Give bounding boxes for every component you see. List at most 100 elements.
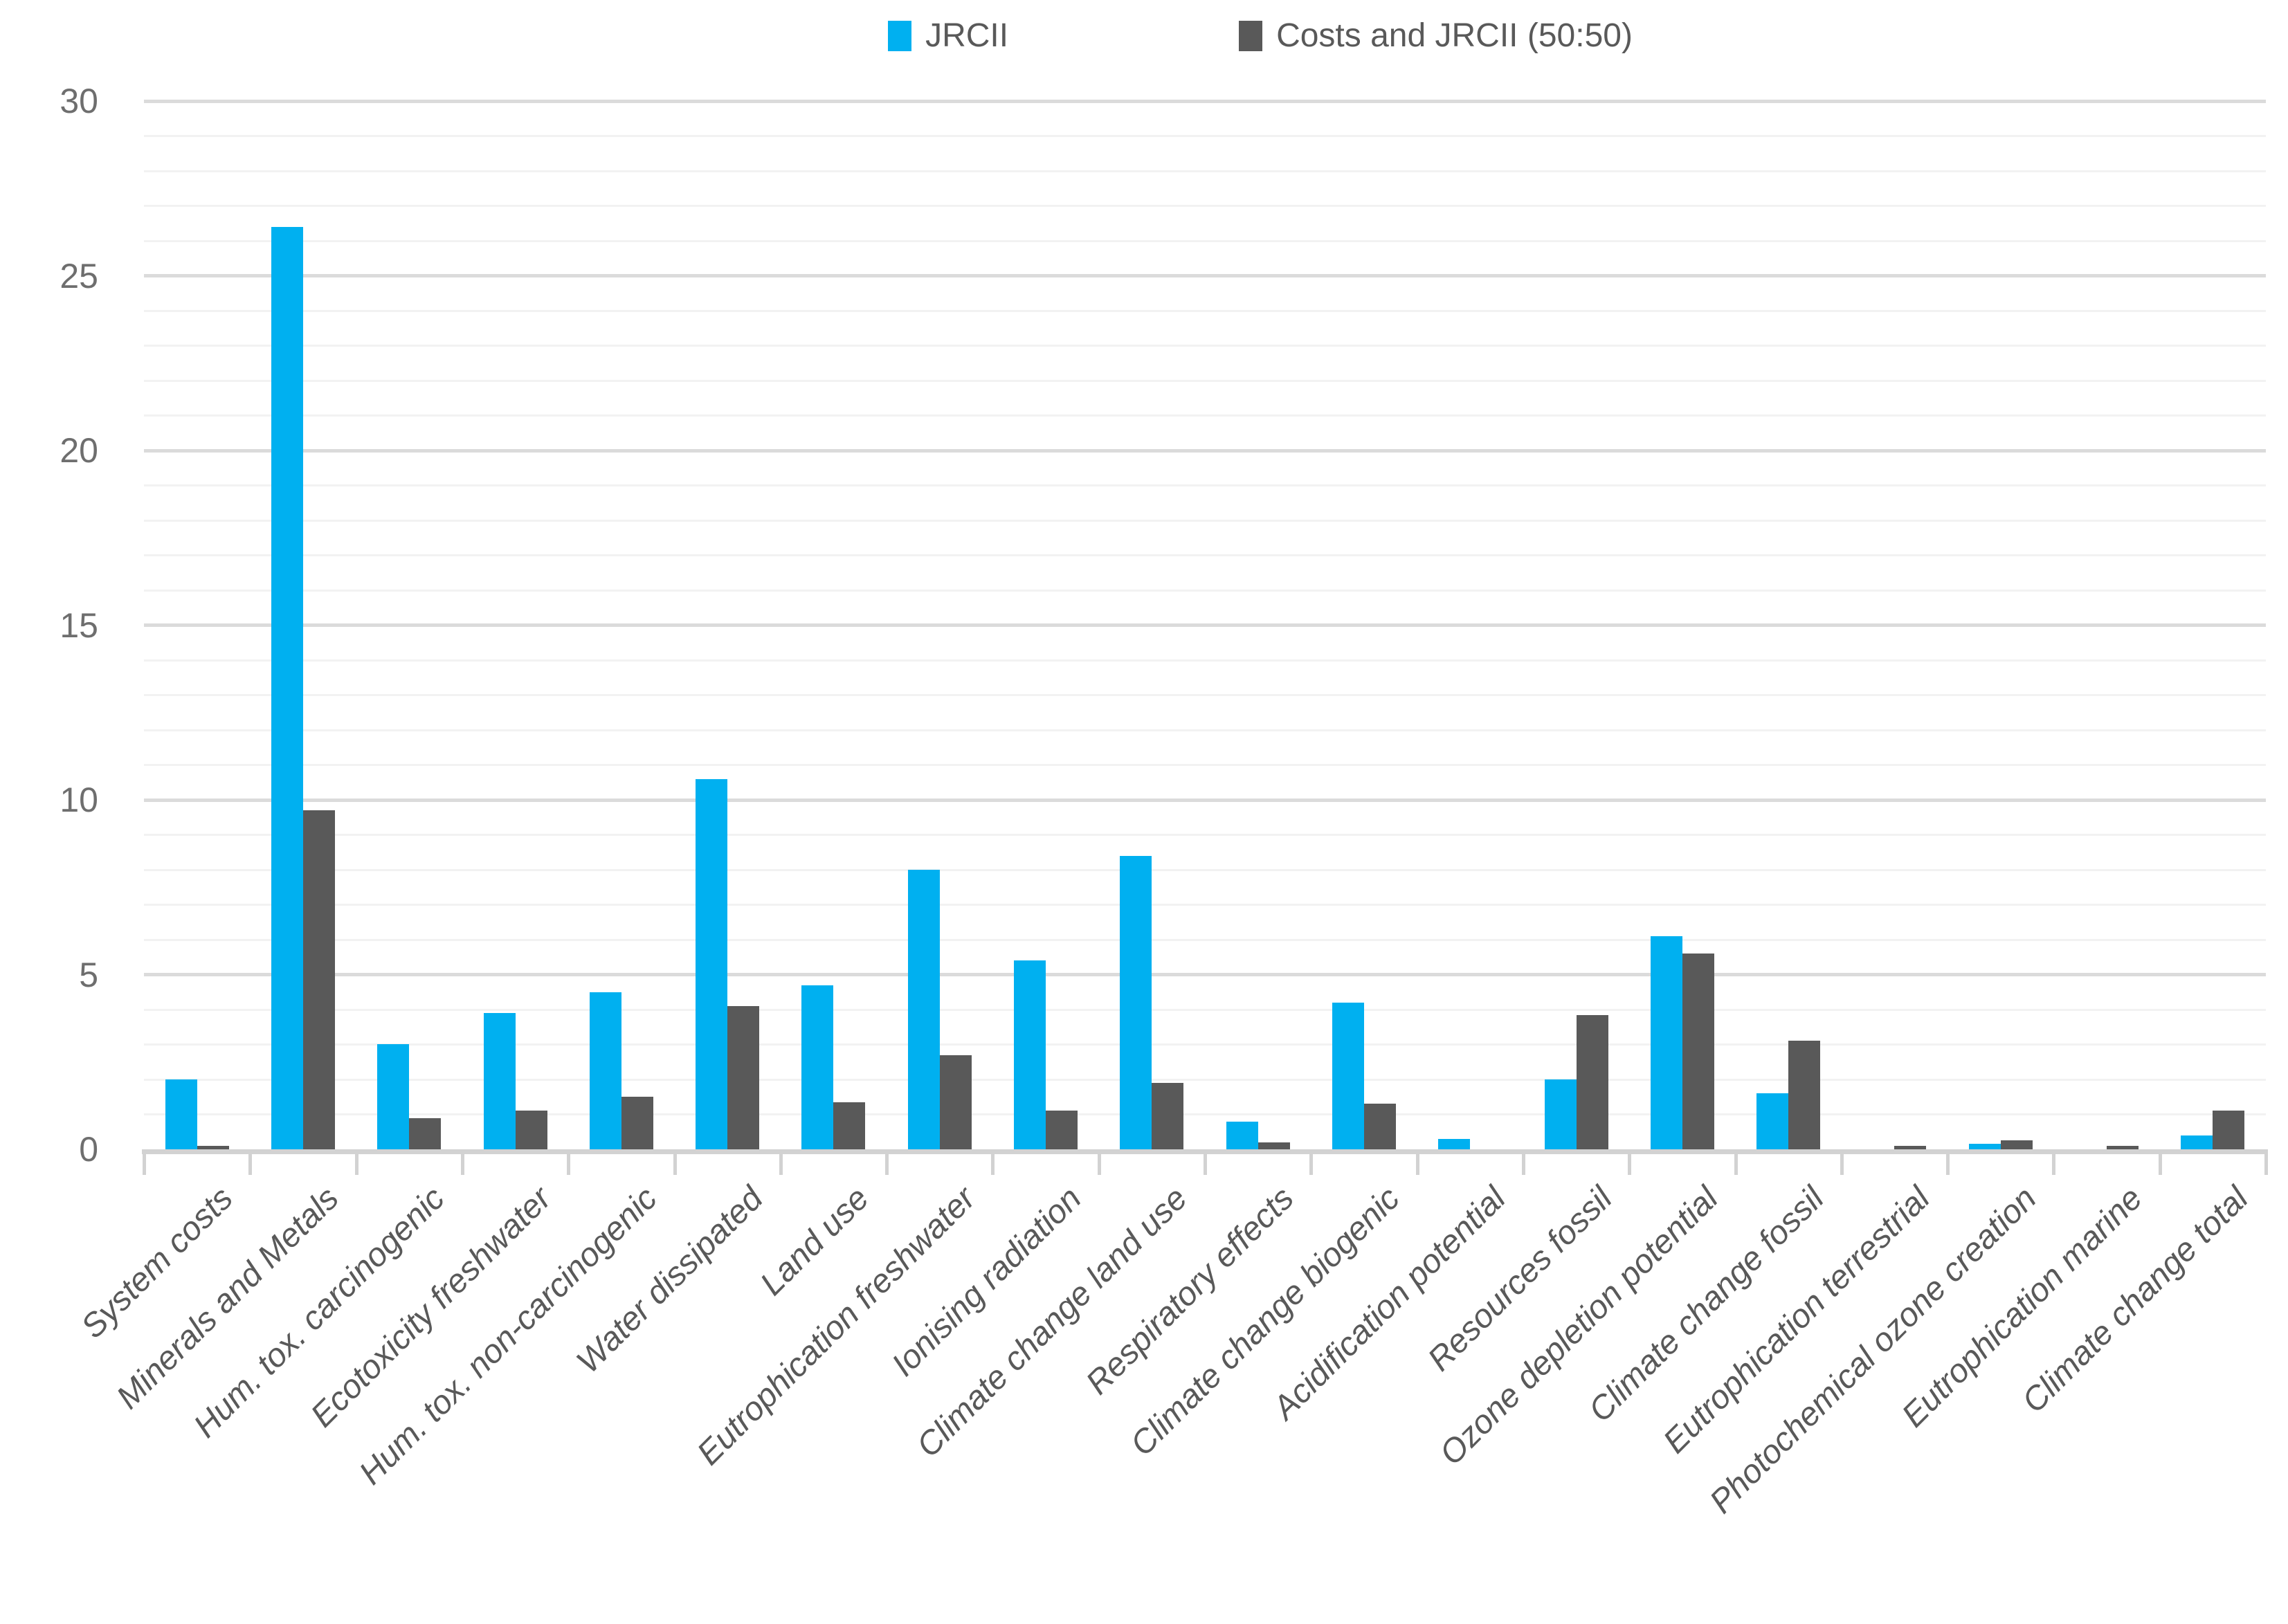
y-axis-label: 0 [79, 1130, 98, 1169]
gridline-minor [144, 1043, 2266, 1046]
bar-jrcii-climate-change-land-use [1120, 856, 1152, 1149]
gridline-minor [144, 345, 2266, 347]
gridline-minor [144, 309, 2266, 312]
gridline-major [144, 99, 2266, 103]
bar-costs-and-jrcii-50-50-eutrophication-freshwater [940, 1055, 972, 1149]
x-axis-tick [143, 1153, 146, 1175]
gridline-major [144, 448, 2266, 453]
y-axis-label: 25 [60, 256, 98, 295]
x-axis-tick [779, 1153, 783, 1175]
x-axis-tick [885, 1153, 889, 1175]
bar-costs-and-jrcii-50-50-climate-change-total [2213, 1111, 2244, 1149]
gridline-minor [144, 868, 2266, 871]
x-axis-tick [354, 1153, 358, 1175]
bar-costs-and-jrcii-50-50-resources-fossil [1577, 1015, 1608, 1149]
y-axis-label: 15 [60, 605, 98, 645]
x-axis-tick [2052, 1153, 2056, 1175]
bar-costs-and-jrcii-50-50-ozone-depletion-potential [1682, 954, 1714, 1149]
y-axis-label: 20 [60, 431, 98, 470]
bar-jrcii-land-use [801, 985, 833, 1149]
gridline-minor [144, 379, 2266, 382]
bar-jrcii-ozone-depletion-potential [1651, 936, 1682, 1149]
gridline-minor [144, 1078, 2266, 1081]
gridline-minor [144, 519, 2266, 522]
bar-costs-and-jrcii-50-50-land-use [833, 1102, 865, 1149]
legend-swatch-jrcii [888, 21, 912, 51]
gridline-minor [144, 484, 2266, 486]
y-axis-label: 30 [60, 82, 98, 120]
gridline-minor [144, 554, 2266, 556]
bar-jrcii-hum-tox-carcinogenic [377, 1044, 409, 1149]
gridline-minor [144, 205, 2266, 207]
x-axis-tick [1309, 1153, 1314, 1175]
bar-jrcii-water-dissipated [696, 779, 727, 1149]
x-axis-tick [1946, 1153, 1950, 1175]
x-axis-tick [1628, 1153, 1632, 1175]
bar-costs-and-jrcii-50-50-minerals-and-metals [303, 810, 335, 1149]
bar-jrcii-climate-change-biogenic [1332, 1003, 1364, 1149]
gridline-minor [144, 239, 2266, 242]
y-axis-label: 5 [79, 955, 98, 994]
bar-costs-and-jrcii-50-50-climate-change-land-use [1152, 1083, 1183, 1149]
bar-jrcii-hum-tox-non-carcinogenic [590, 992, 621, 1149]
gridline-minor [144, 135, 2266, 137]
bar-costs-and-jrcii-50-50-photochemical-ozone-creation [2001, 1140, 2033, 1149]
gridline-minor [144, 170, 2266, 172]
bar-jrcii-ionising-radiation [1014, 960, 1046, 1149]
gridline-minor [144, 938, 2266, 941]
bar-jrcii-eutrophication-freshwater [908, 870, 940, 1149]
bar-jrcii-system-costs [165, 1079, 197, 1149]
x-axis-tick [460, 1153, 464, 1175]
bar-costs-and-jrcii-50-50-eutrophication-terrestrial [1894, 1146, 1926, 1149]
bar-jrcii-resources-fossil [1545, 1079, 1577, 1149]
gridline-minor [144, 1008, 2266, 1011]
gridline-major [144, 623, 2266, 627]
legend-item-jrcii: JRCII [888, 19, 1008, 53]
gridline-major [144, 274, 2266, 277]
legend-swatch-costs-and-jrcii [1239, 21, 1263, 51]
bar-jrcii-climate-change-fossil [1756, 1093, 1788, 1149]
x-axis-tick [1521, 1153, 1525, 1175]
gridline-minor [144, 659, 2266, 662]
bar-costs-and-jrcii-50-50-hum-tox-carcinogenic [409, 1118, 441, 1149]
gridline-minor [144, 764, 2266, 766]
x-axis-tick [248, 1153, 253, 1175]
x-axis-tick [1097, 1153, 1101, 1175]
bar-costs-and-jrcii-50-50-system-costs [197, 1146, 229, 1149]
chart-legend: JRCII Costs and JRCII (50:50) [0, 19, 2288, 53]
x-axis-tick [2158, 1153, 2162, 1175]
bar-jrcii-respiratory-effects [1226, 1122, 1258, 1149]
bar-costs-and-jrcii-50-50-ecotoxicity-freshwater [516, 1111, 547, 1149]
x-axis-tick [1415, 1153, 1419, 1175]
x-axis-tick [567, 1153, 571, 1175]
gridline-major [144, 798, 2266, 802]
x-axis-tick [991, 1153, 995, 1175]
bar-costs-and-jrcii-50-50-eutrophication-marine [2107, 1146, 2139, 1149]
gridline-minor [144, 1113, 2266, 1115]
gridline-minor [144, 729, 2266, 731]
gridline-major [144, 973, 2266, 976]
x-axis-tick [673, 1153, 677, 1175]
bar-jrcii-minerals-and-metals [271, 227, 303, 1149]
x-axis-tick [1840, 1153, 1844, 1175]
bar-costs-and-jrcii-50-50-water-dissipated [727, 1006, 759, 1149]
gridline-minor [144, 414, 2266, 417]
x-axis-tick [1734, 1153, 1738, 1175]
bar-costs-and-jrcii-50-50-hum-tox-non-carcinogenic [621, 1097, 653, 1149]
legend-label-jrcii: JRCII [925, 17, 1009, 54]
x-axis-tick [1204, 1153, 1207, 1175]
bar-costs-and-jrcii-50-50-respiratory-effects [1258, 1142, 1290, 1149]
legend-label-costs-and-jrcii: Costs and JRCII (50:50) [1276, 17, 1633, 54]
legend-item-costs-and-jrcii: Costs and JRCII (50:50) [1239, 19, 1633, 53]
gridline-minor [144, 589, 2266, 592]
y-axis-label: 10 [60, 781, 98, 819]
gridline-minor [144, 694, 2266, 696]
bar-costs-and-jrcii-50-50-climate-change-fossil [1788, 1041, 1820, 1149]
bar-jrcii-ecotoxicity-freshwater [484, 1013, 516, 1149]
bar-costs-and-jrcii-50-50-ionising-radiation [1046, 1111, 1078, 1149]
x-axis-tick [2264, 1153, 2268, 1175]
gridline-minor [144, 834, 2266, 836]
bar-jrcii-climate-change-total [2181, 1135, 2213, 1149]
gridline-minor [144, 904, 2266, 906]
